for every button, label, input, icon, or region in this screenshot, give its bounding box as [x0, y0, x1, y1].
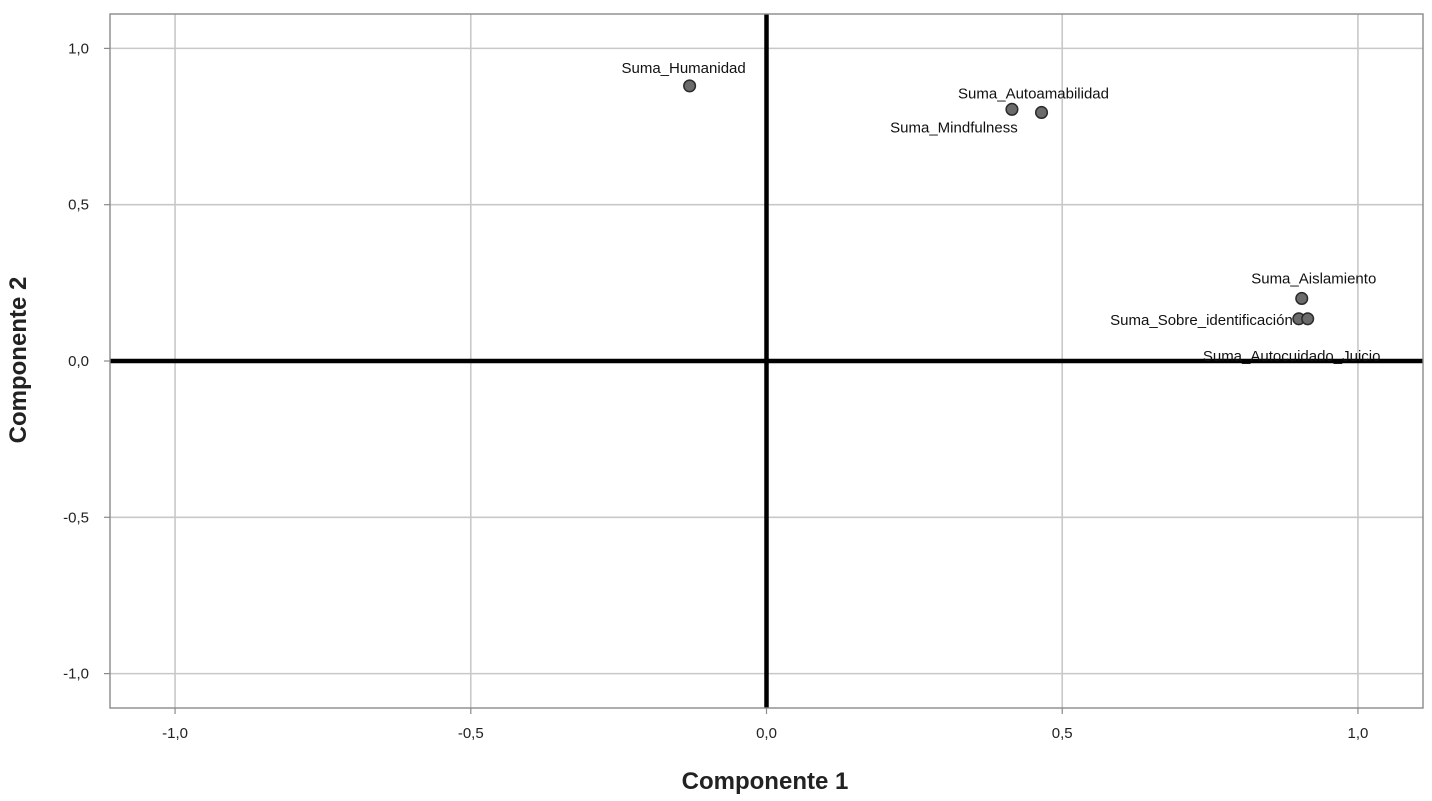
y-tick-label: 0,5: [68, 197, 89, 214]
zero-axes: [110, 14, 1423, 708]
data-label: Suma_Aislamiento: [1251, 270, 1376, 287]
data-point: [1005, 102, 1019, 116]
x-tick-label: -1,0: [162, 725, 188, 742]
data-point: [1295, 291, 1309, 306]
data-labels: Suma_Humanidad Suma_Autoamabilidad Suma_Mi…: [621, 60, 1380, 365]
x-tick-label: -0,5: [458, 725, 484, 742]
y-tick-label: 0,0: [68, 353, 89, 370]
data-label: Suma_Sobre_identificación: [1110, 312, 1293, 329]
x-tick-label: 0,0: [756, 725, 777, 742]
tick-labels: -1,0 -0,5 0,0 0,5 1,0 -1,0 -0,5 0,0 0,5 1,0: [63, 40, 1368, 742]
data-point: [1034, 105, 1049, 120]
y-axis-title: Componente 2: [5, 277, 32, 444]
data-label: Suma_Humanidad: [621, 60, 745, 77]
x-tick-label: 1,0: [1348, 725, 1369, 742]
x-axis-title: Componente 1: [682, 768, 849, 795]
y-tick-label: -0,5: [63, 509, 89, 526]
y-tick-label: -1,0: [63, 666, 89, 683]
x-tick-label: 0,5: [1052, 725, 1073, 742]
data-points: [683, 79, 1315, 326]
y-tick-label: 1,0: [68, 40, 89, 57]
data-label: Suma_Mindfulness: [890, 119, 1018, 136]
data-label: Suma_Autocuidado_Juicio: [1203, 348, 1381, 365]
data-label: Suma_Autoamabilidad: [958, 85, 1109, 102]
data-point: [683, 79, 697, 93]
data-point: [1301, 312, 1315, 326]
